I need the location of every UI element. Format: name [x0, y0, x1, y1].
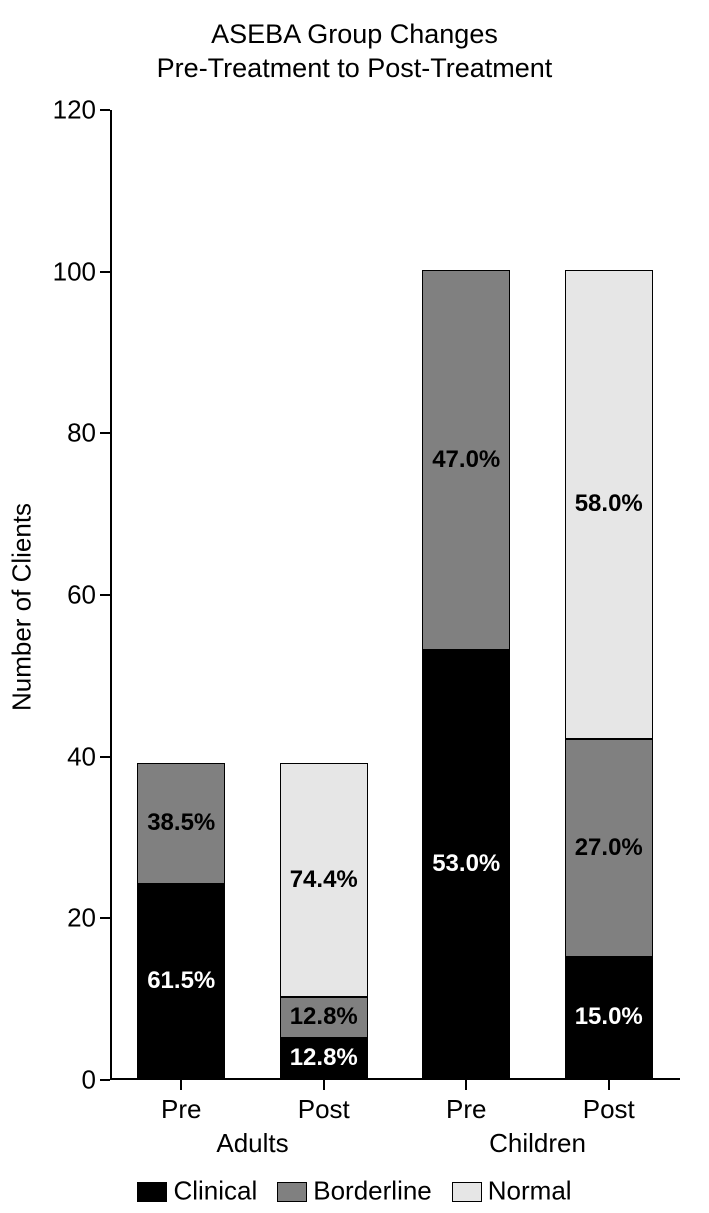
x-tick — [323, 1080, 325, 1090]
segment-label-adults_post-normal: 74.4% — [290, 866, 358, 894]
legend-item-borderline: Borderline — [277, 1174, 432, 1207]
x-category-label: Pre — [161, 1094, 201, 1125]
x-tick — [180, 1080, 182, 1090]
chart-figure: ASEBA Group Changes Pre-Treatment to Pos… — [0, 0, 709, 1213]
x-category-label: Post — [298, 1094, 350, 1125]
x-tick — [465, 1080, 467, 1090]
y-tick — [100, 756, 110, 758]
y-tick — [100, 1079, 110, 1081]
legend-item-clinical: Clinical — [137, 1174, 257, 1207]
legend-label-normal: Normal — [488, 1176, 572, 1206]
legend-label-borderline: Borderline — [313, 1176, 432, 1206]
y-tick-label: 20 — [67, 903, 96, 934]
legend-swatch-borderline — [277, 1182, 307, 1202]
y-tick — [100, 109, 110, 111]
y-tick-label: 100 — [53, 256, 96, 287]
segment-label-children_post-clinical: 15.0% — [575, 1003, 643, 1031]
segment-label-children_post-normal: 58.0% — [575, 490, 643, 518]
chart-title-line-2: Pre-Treatment to Post-Treatment — [0, 52, 709, 86]
segment-label-children_pre-clinical: 53.0% — [432, 850, 500, 878]
segment-label-children_post-borderline: 27.0% — [575, 834, 643, 862]
y-tick-label: 40 — [67, 741, 96, 772]
segment-label-adults_post-clinical: 12.8% — [290, 1044, 358, 1072]
x-category-label: Pre — [446, 1094, 486, 1125]
y-tick-label: 0 — [82, 1065, 96, 1096]
bar-adults_post: 12.8% 12.8% 74.4% — [280, 763, 368, 1078]
y-tick-label: 120 — [53, 95, 96, 126]
y-axis-label: Number of Clients — [7, 502, 38, 710]
legend-swatch-normal — [452, 1182, 482, 1202]
plot-inner: 02040608010012061.5%38.5%Pre12.8%12.8%74… — [110, 110, 680, 1080]
y-tick — [100, 917, 110, 919]
chart-title: ASEBA Group Changes Pre-Treatment to Pos… — [0, 18, 709, 86]
y-tick — [100, 271, 110, 273]
segment-label-adults_post-borderline: 12.8% — [290, 1003, 358, 1031]
plot-area: 02040608010012061.5%38.5%Pre12.8%12.8%74… — [110, 110, 680, 1080]
y-tick — [100, 432, 110, 434]
segment-label-children_pre-borderline: 47.0% — [432, 446, 500, 474]
legend: Clinical Borderline Normal — [0, 1174, 709, 1207]
legend-label-clinical: Clinical — [173, 1176, 257, 1206]
bar-children_post: 15.0% 27.0% 58.0% — [565, 270, 653, 1078]
x-group-label: Children — [489, 1128, 586, 1159]
legend-item-normal: Normal — [452, 1174, 572, 1207]
bar-children_pre: 53.0% 47.0% — [422, 270, 510, 1078]
legend-swatch-clinical — [137, 1182, 167, 1202]
y-tick — [100, 594, 110, 596]
segment-label-adults_pre-clinical: 61.5% — [147, 967, 215, 995]
chart-title-line-1: ASEBA Group Changes — [0, 18, 709, 52]
bar-adults_pre: 61.5% 38.5% — [137, 763, 225, 1078]
y-tick-label: 60 — [67, 580, 96, 611]
x-group-label: Adults — [216, 1128, 288, 1159]
x-category-label: Post — [583, 1094, 635, 1125]
x-tick — [608, 1080, 610, 1090]
y-tick-label: 80 — [67, 418, 96, 449]
segment-label-adults_pre-borderline: 38.5% — [147, 809, 215, 837]
